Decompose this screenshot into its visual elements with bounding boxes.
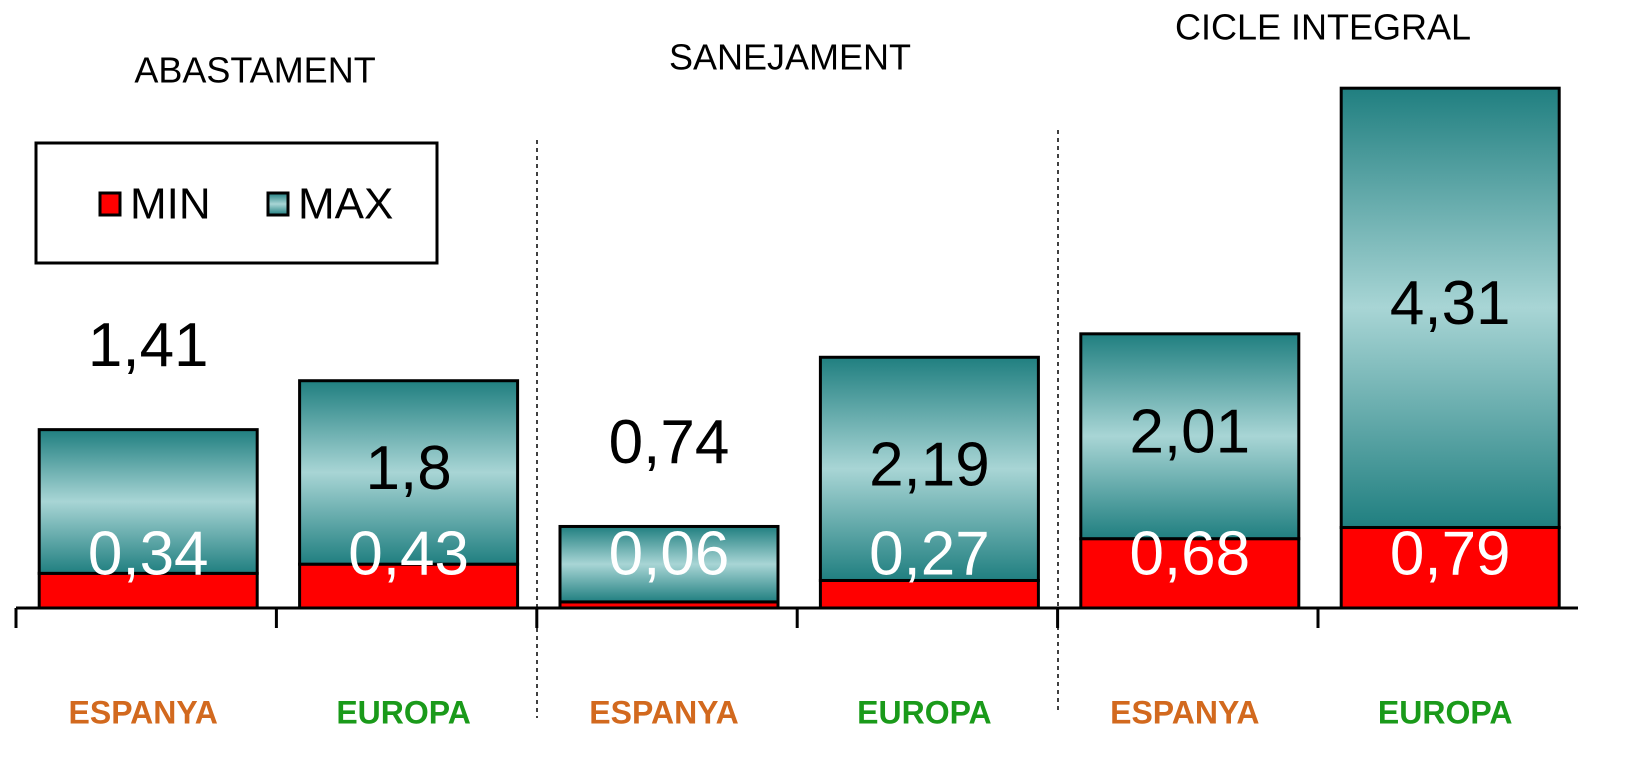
x-tick-label: ESPANYA	[69, 694, 218, 730]
max-bar	[558, 524, 780, 604]
x-tick-label: EUROPA	[1378, 694, 1513, 730]
group-title: SANEJAMENT	[669, 37, 911, 78]
min-label: 0,79	[1390, 519, 1511, 588]
legend-label: MAX	[298, 180, 393, 229]
max-label: 1,41	[88, 311, 209, 380]
max-bar	[1339, 86, 1561, 529]
x-tick-label: ESPANYA	[1110, 694, 1259, 730]
group-title: ABASTAMENT	[134, 50, 375, 91]
max-label: 2,19	[869, 430, 990, 499]
min-label: 0,27	[869, 519, 990, 588]
max-bar	[298, 379, 520, 566]
max-bar	[818, 355, 1040, 582]
x-tick-label: ESPANYA	[589, 694, 738, 730]
group-title: CICLE INTEGRAL	[1175, 7, 1471, 48]
min-label: 0,43	[348, 519, 469, 588]
max-label: 0,74	[609, 408, 730, 477]
min-label: 0,06	[609, 519, 730, 588]
max-label: 4,31	[1390, 269, 1511, 338]
legend-swatch	[266, 191, 290, 217]
max-bar	[37, 428, 259, 575]
min-bar	[1079, 537, 1301, 610]
x-tick-label: EUROPA	[857, 694, 992, 730]
legend-label: MIN	[130, 180, 211, 229]
min-bar	[298, 562, 520, 610]
min-label: 0,68	[1129, 519, 1250, 588]
x-tick-label: EUROPA	[336, 694, 471, 730]
max-label: 1,8	[365, 434, 451, 503]
max-bar	[1079, 332, 1301, 541]
min-label: 0,34	[88, 519, 209, 588]
legend-swatch	[98, 191, 122, 217]
max-label: 2,01	[1129, 398, 1250, 467]
